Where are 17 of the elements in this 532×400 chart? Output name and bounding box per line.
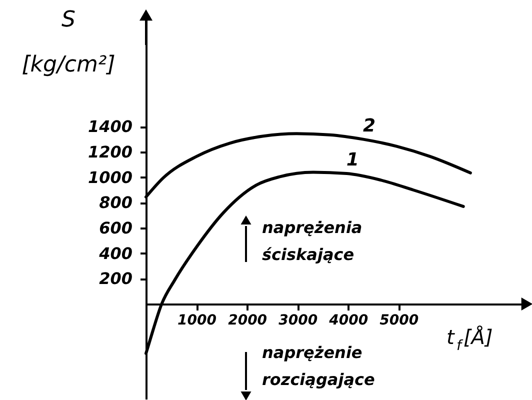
x-tick-label: 1000 xyxy=(178,312,217,328)
series-label: 2 xyxy=(363,115,376,136)
y-axis-title: S [kg/cm²] xyxy=(22,8,116,78)
y-tick-label: 1200 xyxy=(88,142,132,162)
y-tick-label: 400 xyxy=(98,244,132,263)
annotation: naprężenie rozciągające xyxy=(262,343,375,389)
y-tick-label: 200 xyxy=(99,269,132,288)
annotation: naprężenia ściskające xyxy=(262,218,362,264)
x-tick-label: 2000 xyxy=(228,312,268,328)
y-tick-label: 600 xyxy=(99,218,132,238)
x-tick-label: 4000 xyxy=(328,312,368,328)
series-label: 1 xyxy=(346,150,359,171)
x-tick-label: 3000 xyxy=(278,312,318,328)
x-tick-label: 5000 xyxy=(380,312,419,328)
y-tick-label: 1400 xyxy=(88,117,132,136)
y-tick-label: 800 xyxy=(99,193,132,212)
y-tick-label: 1000 xyxy=(88,168,132,187)
